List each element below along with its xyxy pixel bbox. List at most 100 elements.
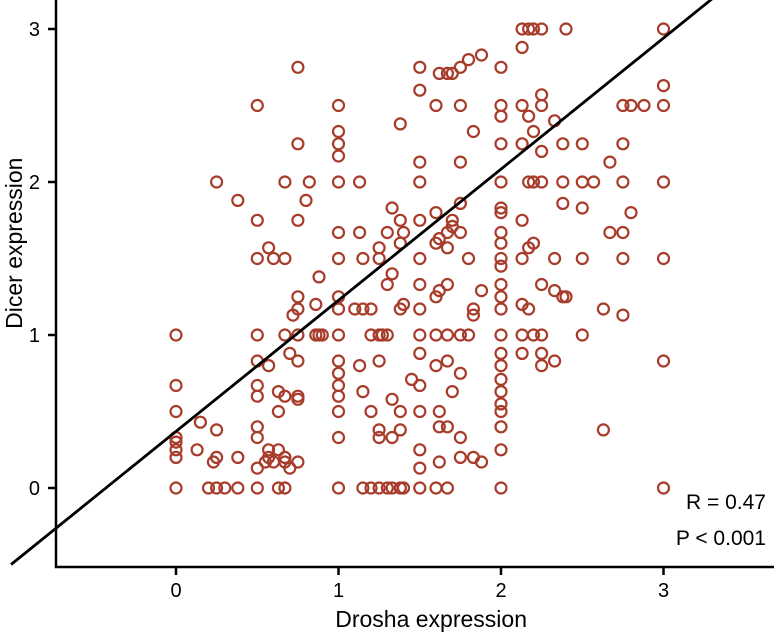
data-point bbox=[250, 430, 264, 445]
data-point bbox=[453, 328, 467, 342]
data-point bbox=[331, 328, 346, 342]
data-point bbox=[262, 359, 276, 373]
data-point bbox=[231, 193, 245, 207]
data-point bbox=[429, 359, 443, 373]
data-point bbox=[616, 251, 630, 266]
data-point bbox=[372, 430, 386, 445]
data-point bbox=[331, 149, 346, 163]
data-point bbox=[616, 98, 630, 113]
data-point bbox=[364, 302, 378, 316]
data-point bbox=[356, 385, 370, 399]
data-point bbox=[393, 404, 407, 419]
data-point bbox=[413, 404, 427, 419]
data-point bbox=[494, 328, 508, 342]
data-point bbox=[440, 481, 454, 495]
data-point bbox=[440, 354, 454, 368]
p-value-annotation: P < 0.001 bbox=[676, 527, 766, 550]
data-point bbox=[440, 328, 454, 342]
data-point bbox=[575, 137, 589, 151]
data-point bbox=[291, 455, 305, 469]
data-point bbox=[278, 328, 292, 342]
data-point bbox=[494, 251, 508, 266]
data-point bbox=[393, 117, 407, 131]
data-point bbox=[466, 308, 480, 322]
data-point bbox=[396, 297, 411, 311]
data-point bbox=[331, 366, 346, 380]
points-layer bbox=[169, 22, 671, 495]
data-point bbox=[429, 481, 443, 495]
data-point bbox=[250, 461, 264, 475]
data-point bbox=[291, 354, 305, 368]
data-point bbox=[372, 481, 386, 495]
data-point bbox=[250, 378, 264, 393]
data-point bbox=[271, 443, 285, 457]
data-point bbox=[169, 378, 183, 393]
data-point bbox=[637, 98, 651, 113]
data-point bbox=[534, 328, 549, 342]
data-point bbox=[515, 346, 529, 360]
y-axis-label: Dicer expression bbox=[1, 158, 27, 329]
data-point bbox=[521, 22, 536, 36]
data-point bbox=[494, 302, 508, 316]
data-point bbox=[413, 251, 427, 266]
data-point bbox=[445, 66, 459, 81]
data-point bbox=[413, 155, 427, 169]
data-point bbox=[231, 450, 245, 464]
data-point bbox=[616, 175, 630, 189]
data-point bbox=[440, 277, 454, 292]
data-point bbox=[624, 206, 638, 220]
data-point bbox=[526, 22, 541, 36]
data-point bbox=[262, 443, 276, 457]
data-point bbox=[521, 109, 536, 123]
data-point bbox=[250, 98, 264, 113]
data-point bbox=[521, 175, 536, 189]
data-point bbox=[445, 213, 459, 227]
y-tick-label: 1 bbox=[29, 325, 40, 347]
data-point bbox=[413, 60, 427, 74]
data-point bbox=[534, 22, 549, 36]
data-point bbox=[494, 385, 508, 399]
data-point bbox=[413, 481, 427, 495]
data-point bbox=[575, 328, 589, 342]
data-point bbox=[429, 328, 443, 342]
data-point bbox=[547, 284, 562, 298]
data-point bbox=[380, 328, 394, 342]
data-point bbox=[432, 455, 446, 469]
data-point bbox=[526, 124, 541, 139]
data-point bbox=[331, 175, 346, 189]
data-point bbox=[445, 219, 459, 233]
data-point bbox=[396, 225, 411, 240]
data-point bbox=[291, 392, 305, 406]
data-point bbox=[534, 98, 549, 113]
data-point bbox=[596, 423, 611, 437]
data-point bbox=[353, 359, 367, 373]
data-point bbox=[385, 392, 399, 406]
data-point bbox=[494, 346, 508, 360]
data-point bbox=[453, 155, 467, 169]
data-point bbox=[278, 481, 292, 495]
data-point bbox=[534, 144, 549, 158]
data-point bbox=[515, 251, 529, 266]
data-point bbox=[283, 346, 297, 360]
data-point bbox=[494, 109, 508, 123]
data-point bbox=[291, 213, 305, 227]
data-point bbox=[575, 201, 589, 215]
data-point bbox=[440, 241, 454, 255]
data-point bbox=[262, 241, 276, 255]
data-point bbox=[494, 420, 508, 434]
data-point bbox=[169, 481, 183, 495]
data-point bbox=[210, 450, 224, 464]
data-point bbox=[656, 251, 671, 266]
data-point bbox=[278, 450, 292, 464]
data-point bbox=[603, 155, 617, 169]
data-point bbox=[494, 372, 508, 386]
data-point bbox=[461, 52, 476, 67]
data-point bbox=[372, 251, 386, 266]
data-point bbox=[210, 423, 224, 437]
data-point bbox=[461, 328, 476, 342]
data-point bbox=[364, 481, 378, 495]
data-point bbox=[559, 290, 573, 304]
regression-line bbox=[10, 0, 713, 566]
